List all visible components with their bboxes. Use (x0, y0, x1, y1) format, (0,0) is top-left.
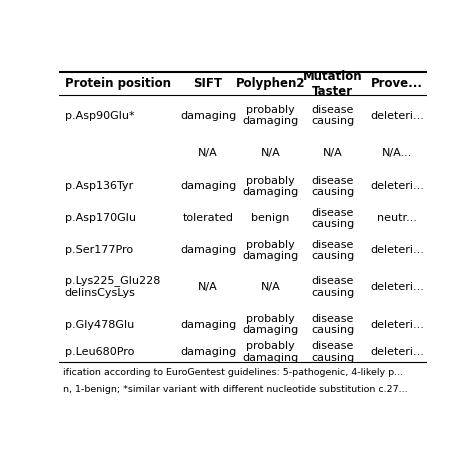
Text: p.Asp90Glu*: p.Asp90Glu* (65, 110, 135, 121)
Text: neutr...: neutr... (377, 213, 417, 223)
Text: Mutation
Taster: Mutation Taster (303, 70, 363, 98)
Text: disease
causing: disease causing (311, 176, 355, 197)
Text: p.Ser177Pro: p.Ser177Pro (65, 246, 133, 255)
Text: ification according to EuroGentest guidelines: 5-pathogenic, 4-likely p...: ification according to EuroGentest guide… (63, 368, 403, 377)
Text: p.Lys225_Glu228
delinsCysLys: p.Lys225_Glu228 delinsCysLys (65, 275, 160, 298)
Text: probably
damaging: probably damaging (242, 176, 299, 197)
Text: N/A: N/A (261, 148, 280, 158)
Text: probably
damaging: probably damaging (242, 341, 299, 363)
Text: disease
causing: disease causing (311, 276, 355, 298)
Text: damaging: damaging (180, 110, 236, 121)
Text: N/A: N/A (261, 282, 280, 292)
Text: Prove...: Prove... (371, 77, 423, 90)
Text: deleteri...: deleteri... (370, 246, 424, 255)
Text: disease
causing: disease causing (311, 239, 355, 261)
Text: p.Asp170Glu: p.Asp170Glu (65, 213, 136, 223)
Text: disease
causing: disease causing (311, 208, 355, 229)
Text: disease
causing: disease causing (311, 341, 355, 363)
Text: N/A: N/A (198, 148, 218, 158)
Text: Polyphen2: Polyphen2 (236, 77, 305, 90)
Text: n, 1-benign; *similar variant with different nucleotide substitution c.27...: n, 1-benign; *similar variant with diffe… (63, 384, 408, 393)
Text: Protein position: Protein position (65, 77, 171, 90)
Text: damaging: damaging (180, 347, 236, 357)
Text: deleteri...: deleteri... (370, 182, 424, 191)
Text: p.Gly478Glu: p.Gly478Glu (65, 319, 134, 329)
Text: tolerated: tolerated (182, 213, 234, 223)
Text: N/A...: N/A... (382, 148, 412, 158)
Text: p.Asp136Tyr: p.Asp136Tyr (65, 182, 133, 191)
Text: damaging: damaging (180, 182, 236, 191)
Text: damaging: damaging (180, 319, 236, 329)
Text: deleteri...: deleteri... (370, 347, 424, 357)
Text: disease
causing: disease causing (311, 105, 355, 127)
Text: damaging: damaging (180, 246, 236, 255)
Text: N/A: N/A (198, 282, 218, 292)
Text: deleteri...: deleteri... (370, 282, 424, 292)
Text: N/A: N/A (323, 148, 343, 158)
Text: probably
damaging: probably damaging (242, 239, 299, 261)
Text: p.Leu680Pro: p.Leu680Pro (65, 347, 134, 357)
Text: probably
damaging: probably damaging (242, 105, 299, 127)
Text: SIFT: SIFT (193, 77, 222, 90)
Text: deleteri...: deleteri... (370, 319, 424, 329)
Text: deleteri...: deleteri... (370, 110, 424, 121)
Text: disease
causing: disease causing (311, 314, 355, 336)
Text: benign: benign (251, 213, 290, 223)
Text: probably
damaging: probably damaging (242, 314, 299, 336)
